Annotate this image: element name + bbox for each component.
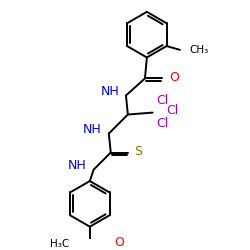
Text: Cl: Cl (166, 104, 178, 117)
Text: NH: NH (67, 159, 86, 172)
Text: O: O (170, 71, 179, 84)
Text: Cl: Cl (156, 94, 168, 107)
Text: NH: NH (82, 123, 101, 136)
Text: Cl: Cl (156, 116, 168, 130)
Text: O: O (114, 236, 124, 249)
Text: NH: NH (100, 85, 119, 98)
Text: S: S (134, 145, 142, 158)
Text: H₃C: H₃C (50, 239, 69, 249)
Text: CH₃: CH₃ (190, 45, 209, 55)
